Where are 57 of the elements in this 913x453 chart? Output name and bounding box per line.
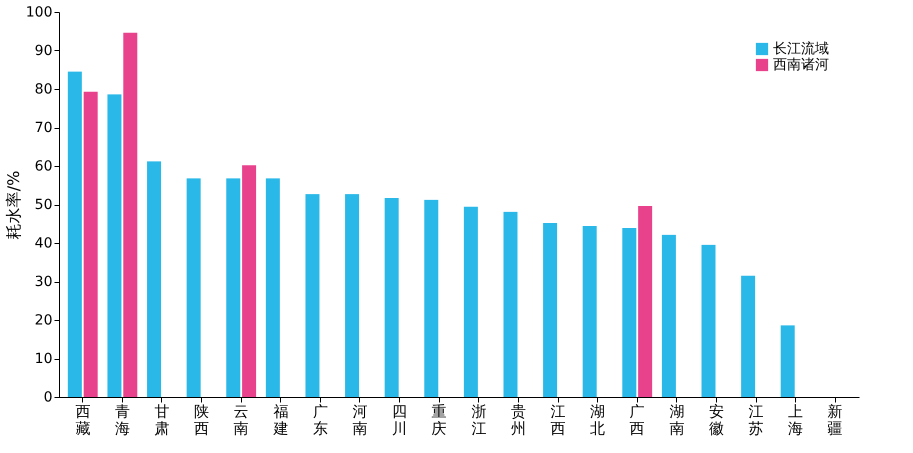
x-tick-label: 云南: [234, 402, 249, 438]
y-tick-label: 20: [34, 312, 52, 328]
y-tick-label: 90: [34, 43, 52, 59]
bar: [107, 94, 122, 397]
bar: [780, 325, 795, 397]
x-tick-label: 贵州: [510, 402, 526, 438]
x-tick-label: 安徽: [708, 402, 724, 438]
bar: [582, 226, 597, 397]
y-tick-label: 40: [34, 236, 52, 252]
bar: [123, 32, 138, 397]
y-tick-label: 80: [34, 82, 52, 98]
bar: [226, 178, 240, 397]
legend-label: 西南诸河: [773, 57, 829, 73]
x-tick-label: 湖北: [590, 402, 606, 438]
legend-label: 长江流域: [773, 41, 829, 57]
x-tick-label: 陕西: [194, 402, 210, 438]
x-tick-label: 上海: [788, 402, 804, 438]
y-tick-label: 60: [34, 158, 52, 174]
bar: [345, 194, 360, 397]
bar: [503, 212, 518, 397]
bar: [464, 206, 478, 397]
bar: [266, 178, 280, 397]
bar: [305, 194, 320, 397]
x-tick-label: 甘肃: [154, 402, 170, 438]
x-tick-label: 广东: [312, 402, 328, 438]
y-tick-label: 100: [26, 4, 52, 20]
bar: [741, 276, 756, 397]
bar: [147, 161, 162, 397]
bar: [702, 244, 716, 397]
bar: [384, 198, 399, 397]
bar: [543, 222, 558, 397]
bar: [242, 165, 256, 397]
y-tick-label: 70: [34, 120, 52, 136]
y-tick-label: 50: [34, 197, 52, 213]
x-tick-label: 新疆: [828, 402, 843, 438]
bar: [424, 200, 438, 397]
bar: [622, 228, 636, 397]
y-tick-label: 0: [44, 390, 52, 406]
y-tick-label: 10: [34, 351, 52, 367]
y-axis-title: 耗水率/%: [4, 170, 23, 240]
x-tick-label: 江西: [550, 402, 566, 438]
x-tick-label: 青海: [114, 402, 130, 438]
bar: [84, 92, 98, 397]
y-tick-label: 30: [34, 274, 52, 290]
x-tick-label: 湖南: [669, 402, 684, 438]
x-tick-label: 河南: [352, 402, 368, 438]
x-tick-label: 浙江: [471, 402, 486, 438]
bar: [186, 178, 201, 397]
x-tick-label: 广西: [630, 402, 645, 438]
x-tick-label: 重庆: [432, 402, 447, 438]
x-tick-label: 福建: [272, 402, 288, 438]
bar: [662, 234, 676, 397]
x-tick-label: 西藏: [75, 402, 90, 438]
bar: [68, 72, 82, 397]
x-tick-label: 四川: [392, 402, 408, 438]
x-tick-label: 江苏: [748, 402, 764, 438]
bar: [638, 206, 652, 397]
